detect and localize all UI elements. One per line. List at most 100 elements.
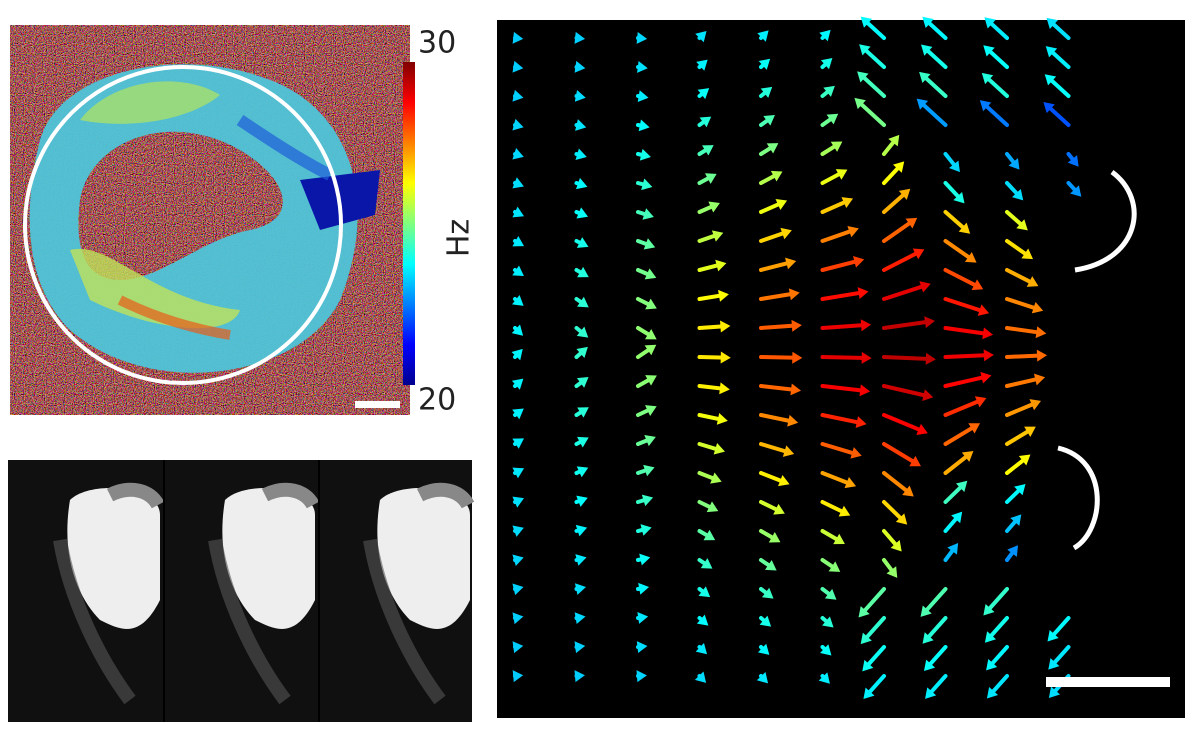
- arrow-head: [838, 505, 851, 517]
- arrow-head: [640, 524, 652, 536]
- arrow-head: [512, 148, 524, 160]
- bracket: [1074, 169, 1137, 273]
- arrow: [759, 355, 799, 360]
- arrow-head: [512, 235, 525, 247]
- arrow-head: [778, 474, 790, 487]
- arrow-head: [1048, 686, 1061, 698]
- arrow-head: [951, 511, 963, 524]
- arrow: [820, 290, 865, 301]
- arrow-head: [644, 268, 657, 280]
- arrow-head: [577, 436, 589, 448]
- arrow-head: [919, 71, 931, 83]
- arrow-head: [512, 408, 524, 420]
- arrow-head: [860, 632, 872, 645]
- arrow-head: [576, 377, 589, 388]
- arrow-head: [718, 289, 729, 302]
- arrow-head: [788, 288, 800, 301]
- arrow-head: [1026, 276, 1039, 287]
- arrow-head: [511, 378, 524, 390]
- arrow-head: [575, 554, 587, 566]
- arrow: [943, 268, 980, 289]
- arrow-head: [574, 60, 586, 73]
- arrow-head: [512, 525, 524, 537]
- arrow-head: [847, 225, 859, 238]
- arrow: [759, 291, 796, 301]
- arrow-head: [577, 266, 589, 278]
- arrow: [862, 616, 886, 642]
- arrow: [759, 260, 793, 272]
- arrow-head: [577, 407, 589, 418]
- arrow: [865, 674, 886, 697]
- arrow-head: [641, 494, 654, 507]
- arrow-head: [964, 252, 977, 263]
- arrow-head: [886, 566, 898, 578]
- arrow: [982, 102, 1009, 127]
- arrow-head: [859, 44, 871, 56]
- arrow-head: [768, 532, 781, 543]
- arrow-head: [698, 586, 711, 598]
- arrow-head: [818, 672, 830, 684]
- arrow-head: [841, 197, 854, 209]
- arrow-head: [1024, 426, 1036, 437]
- arrow-head: [512, 496, 524, 508]
- arrow-head: [835, 169, 848, 180]
- arrow-head: [759, 615, 772, 627]
- arrow: [882, 250, 922, 272]
- arrow: [759, 442, 791, 455]
- arrow: [1005, 401, 1038, 417]
- arrow: [820, 228, 856, 243]
- arrow-head: [644, 435, 656, 447]
- arrow: [882, 219, 915, 243]
- arrow-head: [857, 71, 869, 83]
- arrow-head: [645, 375, 657, 386]
- arrow: [985, 587, 1009, 613]
- arrow: [860, 587, 886, 616]
- arrow-head: [574, 641, 586, 654]
- arrow-head: [853, 255, 865, 268]
- arrow-head: [820, 58, 833, 70]
- arrow-head: [974, 396, 987, 408]
- arrow: [924, 18, 948, 40]
- arrow: [759, 323, 798, 330]
- arrow-head: [636, 641, 648, 654]
- arrow: [943, 353, 990, 359]
- arrow-head: [792, 351, 803, 364]
- arrow-head: [574, 583, 586, 595]
- arrow-head: [983, 604, 995, 616]
- arrow-head: [1018, 454, 1031, 466]
- scale-bar: [1046, 677, 1170, 687]
- arrow: [882, 319, 932, 330]
- arrow-head: [922, 632, 934, 644]
- arrow-head: [696, 614, 709, 626]
- arrow: [820, 471, 853, 487]
- arrow-head: [916, 98, 929, 110]
- arrow-head: [824, 588, 837, 600]
- arrow-head: [761, 587, 774, 599]
- arrow: [1048, 48, 1071, 69]
- arrow-head: [859, 384, 871, 397]
- arrow: [1005, 376, 1042, 388]
- arrow-head: [512, 177, 524, 189]
- arrow: [1005, 353, 1044, 359]
- arrow: [943, 482, 966, 504]
- arrow-head: [574, 670, 585, 683]
- arrow: [924, 616, 948, 642]
- arrow-head: [639, 148, 651, 161]
- arrow-head: [905, 217, 918, 229]
- arrow: [1005, 268, 1036, 286]
- arrow-head: [895, 513, 908, 525]
- arrow-head: [819, 29, 831, 42]
- arrow-head: [757, 643, 770, 655]
- arrow: [1050, 645, 1071, 668]
- arrow-head: [826, 113, 839, 125]
- arrow-head: [574, 612, 586, 625]
- bracket: [1057, 445, 1100, 551]
- arrow: [820, 442, 858, 457]
- arrow-head: [576, 177, 588, 190]
- arrow-head: [645, 329, 657, 340]
- arrow-head: [577, 296, 589, 308]
- arrow-head: [925, 687, 937, 699]
- arrow: [820, 384, 867, 393]
- arrow: [1005, 427, 1033, 446]
- arrow-head: [982, 327, 993, 340]
